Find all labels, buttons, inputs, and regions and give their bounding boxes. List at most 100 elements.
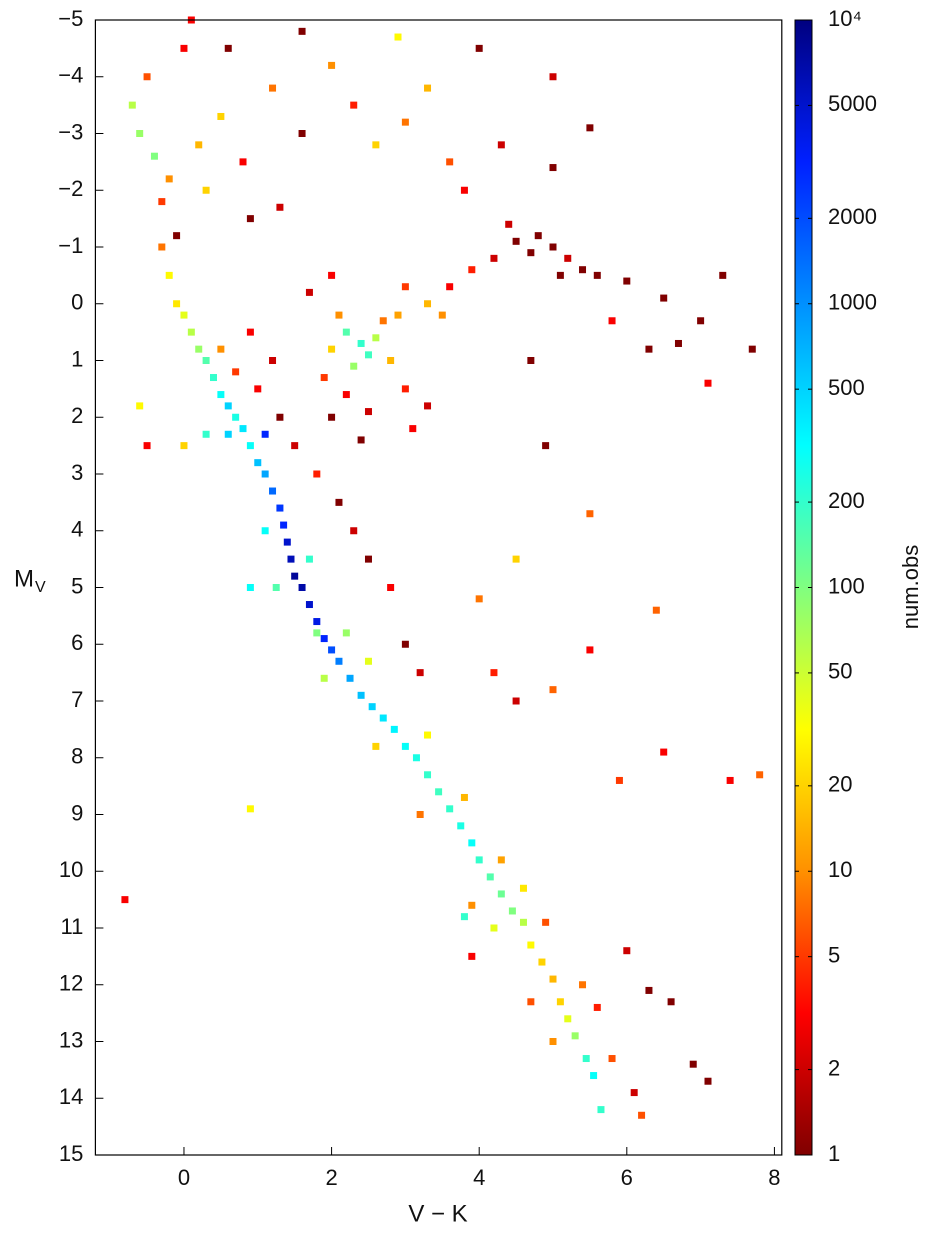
cell xyxy=(387,357,395,364)
cell xyxy=(276,203,284,211)
cell xyxy=(272,584,280,591)
cell xyxy=(748,345,756,353)
cell xyxy=(549,243,557,251)
cell xyxy=(608,1055,616,1063)
cell xyxy=(232,413,240,421)
cell xyxy=(328,646,336,654)
cell xyxy=(468,266,476,274)
x-tick-label: 6 xyxy=(621,1165,633,1190)
y-tick-label: 4 xyxy=(71,517,83,542)
cell xyxy=(276,504,284,512)
colorbar-tick-label: 200 xyxy=(828,488,865,513)
y-tick-label: 15 xyxy=(59,1141,83,1166)
cell xyxy=(320,635,328,643)
cell xyxy=(346,674,354,682)
x-tick-label: 0 xyxy=(178,1165,190,1190)
y-tick-label: 12 xyxy=(59,971,83,996)
cell xyxy=(542,442,550,450)
cell xyxy=(246,215,254,223)
cell xyxy=(468,839,476,847)
cell xyxy=(364,408,372,416)
cell xyxy=(313,629,321,637)
cell xyxy=(328,271,336,279)
cell xyxy=(364,351,372,359)
cell xyxy=(446,158,454,166)
cell xyxy=(180,311,188,319)
cell xyxy=(697,317,705,325)
cell xyxy=(173,300,181,308)
cell xyxy=(239,158,247,166)
cell xyxy=(416,811,424,818)
cell xyxy=(136,130,144,137)
cell xyxy=(269,357,277,364)
cell xyxy=(534,232,542,240)
cell xyxy=(313,470,321,478)
cell xyxy=(328,61,336,69)
cell xyxy=(342,629,350,637)
y-tick-label: 0 xyxy=(71,290,83,315)
cell xyxy=(615,776,623,784)
cell xyxy=(512,237,520,245)
colorbar-label: num.obs xyxy=(898,545,923,629)
y-tick-label: 7 xyxy=(71,687,83,712)
cell xyxy=(261,470,269,478)
cell xyxy=(424,771,432,779)
cell xyxy=(387,584,395,591)
cell xyxy=(202,430,210,438)
cell xyxy=(401,742,409,750)
cell xyxy=(475,856,483,864)
cell xyxy=(623,277,631,285)
cell xyxy=(394,311,402,319)
cell xyxy=(424,731,432,739)
cell xyxy=(372,334,380,342)
cell xyxy=(401,385,409,393)
cell xyxy=(446,805,454,813)
cell xyxy=(232,368,240,376)
cell xyxy=(435,788,443,796)
cell xyxy=(246,328,254,336)
plot-frame xyxy=(94,19,783,1156)
x-tick-label: 8 xyxy=(768,1165,780,1190)
cell xyxy=(475,44,483,52)
cell xyxy=(571,1032,579,1040)
cell xyxy=(549,164,557,172)
cell xyxy=(180,44,188,52)
cell xyxy=(357,436,365,444)
cell xyxy=(497,141,505,149)
cell xyxy=(590,1072,598,1080)
cell xyxy=(217,345,225,353)
cell xyxy=(209,374,217,382)
cell xyxy=(202,186,210,194)
cell xyxy=(630,1089,638,1097)
cell xyxy=(726,776,734,784)
cell xyxy=(224,402,232,410)
cell xyxy=(328,413,336,421)
cell xyxy=(287,555,295,563)
cell xyxy=(582,1055,590,1063)
cell xyxy=(246,584,254,591)
cell xyxy=(276,413,284,421)
cell xyxy=(401,118,409,126)
cell xyxy=(187,328,195,336)
cell xyxy=(416,669,424,677)
cell xyxy=(645,986,653,994)
y-axis-label: M xyxy=(14,565,34,592)
y-tick-label: 11 xyxy=(61,914,84,939)
cell xyxy=(239,425,247,433)
cell xyxy=(597,1106,605,1114)
colorbar-tick-label: 500 xyxy=(828,375,865,400)
colorbar-tick-label: 5000 xyxy=(828,91,877,116)
cell xyxy=(298,27,306,35)
cell xyxy=(490,669,498,677)
y-tick-label: 3 xyxy=(71,460,83,485)
cell xyxy=(217,391,225,399)
cell xyxy=(401,640,409,648)
y-tick-label: −3 xyxy=(58,119,83,144)
cell xyxy=(313,618,321,626)
y-tick-label: 1 xyxy=(71,346,83,371)
cell xyxy=(508,907,516,915)
cell xyxy=(542,918,550,926)
cell xyxy=(638,1111,646,1119)
cell xyxy=(165,175,173,183)
